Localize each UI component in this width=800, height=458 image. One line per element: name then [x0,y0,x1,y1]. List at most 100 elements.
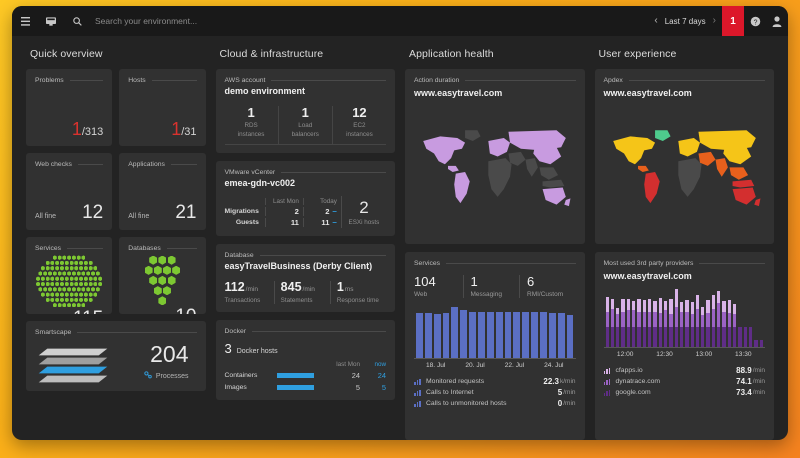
tile-hosts[interactable]: Hosts 1/31 [119,69,206,146]
stacked-bar [642,299,646,347]
alert-badge[interactable]: 1 [722,6,744,36]
bar-chart-icon [414,378,424,385]
column-title-user-experience: User experience [598,48,677,60]
docker-hosts-value: 3 [224,340,232,356]
docker-col-now: now [374,360,386,368]
problems-count: 1 [71,119,82,139]
divider [628,80,765,81]
docker-header-row: last Mon now [225,360,386,368]
search-bar[interactable] [64,6,648,36]
hosts-count: 1 [171,119,182,139]
metric-value: 5 [557,388,563,397]
tile-problems[interactable]: Problems 1/313 [26,69,113,146]
stacked-bar [701,306,705,347]
top-bar-right: ‹ Last 7 days › 1 ? [648,6,788,36]
divider [259,255,386,257]
bar-chart-icon [414,400,424,407]
tile-services-health[interactable]: Services 104 Web 1 Messaging 6 RMI/Custo… [405,252,585,440]
services-stat-web: 104 Web [414,275,463,298]
column-title-app-health: Application health [409,48,494,60]
tile-label-problems: Problems [35,77,64,84]
vmware-guests-today: 11– [302,218,341,228]
metric-name: Monitored requests [426,378,485,385]
map-region-seasia [539,167,559,181]
docker-row-containers: Containers 24 24 [225,371,387,380]
map-region-australia [732,187,756,205]
tile-services[interactable]: Services All fine 115 [26,237,113,314]
tile-vmware-vcenter[interactable]: VMware vCenter emea-gdn-vc002 Last Mon T… [215,161,395,237]
problems-total: /313 [81,126,104,138]
map-region-namerica [423,136,466,165]
map-region-russia [508,130,567,151]
help-icon[interactable]: ? [744,6,766,36]
bar [442,312,450,358]
monitor-icon[interactable] [38,6,64,36]
tile-label-hosts: Hosts [128,77,146,84]
db-statements-label: Statements [280,296,313,304]
aws-stat-rds: 1 RDS instances [224,105,278,146]
tile-web-checks[interactable]: Web checks All fine 12 [26,153,113,230]
column-user-experience: User experience Apdex www.easytravel.com… [594,48,774,440]
hosts-total: /31 [181,126,197,138]
metric-value: 88.9 [736,366,752,375]
timeframe-selector[interactable]: ‹ Last 7 days › [648,16,722,26]
hamburger-menu-icon[interactable] [12,6,38,36]
tile-label-services-health: Services [414,260,441,267]
timeframe-prev-icon[interactable]: ‹ [654,15,658,26]
stacked-bar [616,307,620,347]
database-name: easyTravelBusiness (Derby Client) [224,261,373,272]
third-party-site: www.easytravel.com [603,271,692,281]
stacked-bar [648,298,652,347]
third-party-stacked-chart: 12:00 12:30 13:00 13:30 [603,289,765,358]
tile-aws-account[interactable]: AWS account demo environment 1 RDS instan… [215,69,395,154]
tile-database[interactable]: Database easyTravelBusiness (Derby Clien… [215,244,395,312]
stacked-bar [663,300,668,347]
metric-value: 73.4 [736,388,752,397]
stacked-bar [621,298,625,347]
services-web-label: Web [414,291,428,298]
tile-smartscape[interactable]: Smartscape 204 Processes [26,321,206,391]
services-honeycomb [35,254,103,309]
tile-apdex[interactable]: Apdex www.easytravel.com [594,69,774,244]
database-stat-statements: 845/min Statements [273,281,330,304]
user-icon[interactable] [766,6,788,36]
timeframe-label: Last 7 days [664,16,706,26]
column-cloud-infrastructure: Cloud & infrastructure AWS account demo … [215,48,395,440]
services-messaging-label: Messaging [470,291,502,298]
database-stat-response-time: 1ms Response time [329,281,386,304]
tile-docker[interactable]: Docker 3 Docker hosts last Mon now Conta… [215,319,395,400]
vmware-col-last-mon: Last Mon [264,197,303,205]
axis-tick: 12:00 [616,351,634,358]
stacked-bar [738,326,742,347]
aws-ec2-value: 12 [352,105,367,120]
stacked-bar [626,298,631,347]
aws-stats: 1 RDS instances 1 Load balancers 12 EC2 ins… [224,105,387,146]
docker-hosts-label: Docker hosts [236,347,278,355]
db-transactions-value: 112 [224,280,245,295]
divider [271,80,386,81]
services-rmi-label: RMI/Custom [527,291,564,298]
stacked-bar [706,299,710,347]
tile-third-party-providers[interactable]: Most used 3rd party providers www.easytr… [594,252,774,440]
tile-action-duration[interactable]: Action duration www.easytravel.com [405,69,585,244]
services-metrics: Monitored requests 22.3 k/min Calls to I… [414,376,576,409]
trend-flat-icon: – [332,218,337,228]
metric-value: 22.3 [543,377,559,386]
tile-label-smartscape: Smartscape [35,329,72,336]
stacked-bar [695,294,700,347]
metric-name: dynatrace.com [615,378,661,385]
search-input[interactable] [95,16,335,26]
stacked-bar [674,289,678,347]
vmware-migrations-today: 2– [302,207,341,217]
docker-images-label: Images [224,383,247,391]
metric-unit: /min [752,389,765,396]
third-party-metrics: cfapps.io 88.9 /min dynatrace.com 74.1 /… [603,365,765,398]
map-region-europe [678,138,700,157]
tile-databases[interactable]: Databases All fine 10 [119,237,206,314]
metric-unit: /min [563,389,576,396]
bar [531,312,539,358]
docker-images-bar [276,384,314,390]
smartscape-metric-label: Processes [155,372,189,380]
timeframe-next-icon[interactable]: › [712,15,716,26]
tile-applications[interactable]: Applications All fine 21 [119,153,206,230]
